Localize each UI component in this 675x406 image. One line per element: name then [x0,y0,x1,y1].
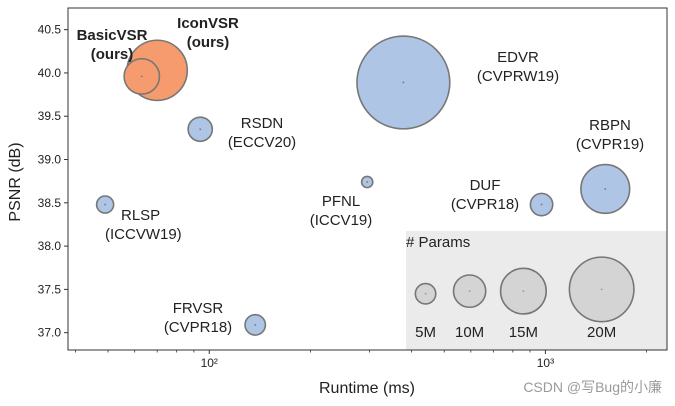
legend-bubble-center [600,288,603,291]
legend-label-5m: 5M [415,324,436,341]
legend-label-15m: 15M [509,324,538,341]
label-rbpn-line1: RBPN [589,117,631,134]
point-center-rlsp [104,203,107,206]
x-tick-label: 10² [201,356,218,370]
label-pfnl-line1: PFNL [322,193,360,210]
point-center-edvr [402,81,405,84]
label-rsdn-line1: RSDN [241,115,284,132]
y-tick-label: 40.0 [38,66,62,80]
label-pfnl-line2: (ICCV19) [310,212,373,229]
y-tick-label: 40.5 [38,23,62,37]
label-rsdn-line2: (ECCV20) [228,134,296,151]
y-tick-label: 37.0 [38,326,62,340]
label-duf-line1: DUF [470,177,501,194]
label-frvsr-line1: FRVSR [173,300,224,317]
label-rlsp-line2: (ICCVW19) [105,226,182,243]
legend-title: # Params [406,234,470,251]
label-frvsr-line2: (CVPR18) [164,319,232,336]
plot-area: # Params 5M 10M 15M 20M RLSP (ICCVW19) FRVSR (… [38,7,668,370]
label-basicvsr-line2: (ours) [91,46,134,63]
legend-label-20m: 20M [587,324,616,341]
watermark-text: CSDN @写Bug的小廉 [523,379,662,395]
legend-bubble-center [522,290,525,293]
axis-ticks: 37.0 37.5 38.0 38.5 39.0 39.5 40.0 40.5 10² 10³ [38,23,647,370]
point-center-rsdn [199,128,202,131]
label-edvr-line1: EDVR [497,49,539,66]
x-tick-label: 10³ [537,356,554,370]
y-tick-label: 39.5 [38,109,62,123]
label-iconvsr-line1: IconVSR [177,15,239,32]
point-labels: RLSP (ICCVW19) FRVSR (CVPR18) RSDN (ECCV20) PF… [77,15,645,336]
y-tick-label: 37.5 [38,282,62,296]
legend-bubble-center [424,292,427,295]
label-duf-line2: (CVPR18) [451,196,519,213]
label-rlsp-line1: RLSP [121,207,160,224]
point-center-rbpn [604,188,607,190]
point-center-duf [540,203,543,206]
legend-label-10m: 10M [455,324,484,341]
label-rbpn-line2: (CVPR19) [576,136,644,153]
point-center-pfnl [366,181,369,183]
y-tick-label: 38.5 [38,196,62,210]
y-axis-title: PSNR (dB) [7,142,24,221]
label-iconvsr-line2: (ours) [187,34,230,51]
axes-frame [67,7,668,351]
label-edvr-line2: (CVPRW19) [477,68,559,85]
point-center-frvsr [254,323,257,326]
legend-bubble-center [468,290,471,293]
x-axis-title: Runtime (ms) [319,380,415,397]
data-points [95,35,631,336]
point-center-basicvsr [140,75,143,78]
legend: # Params 5M 10M 15M 20M [406,234,635,341]
y-tick-label: 39.0 [38,153,62,167]
y-tick-label: 38.0 [38,239,62,253]
label-basicvsr-line1: BasicVSR [77,27,148,44]
